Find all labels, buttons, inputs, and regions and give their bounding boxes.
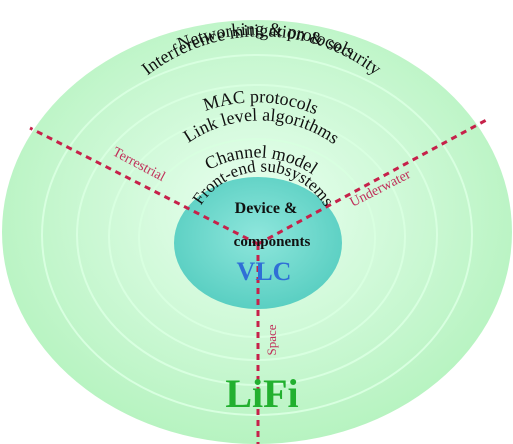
core-label-line1: Device & [235, 200, 298, 217]
vlc-label: VLC [237, 257, 292, 286]
domain-label-space: Space [264, 324, 279, 355]
divider-underwater [257, 116, 491, 246]
divider-terrestrial [29, 126, 259, 246]
ring-4 [76, 84, 438, 386]
lifi-label: LiFi [225, 371, 298, 416]
core-label-line2: components [234, 234, 311, 250]
